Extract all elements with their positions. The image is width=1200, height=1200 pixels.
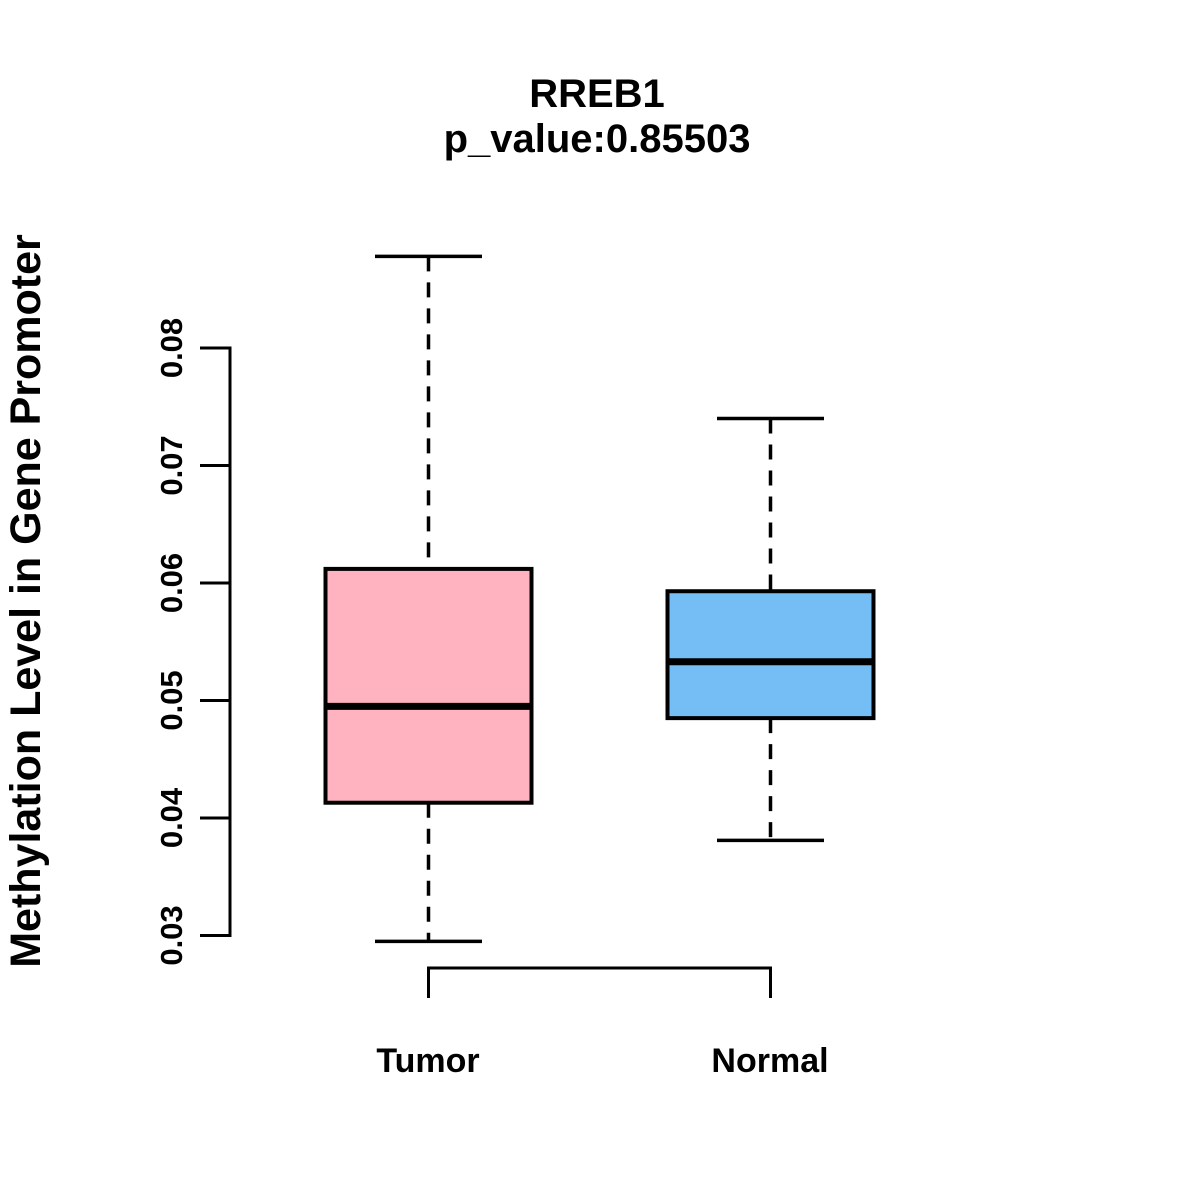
x-category-label-normal: Normal [711, 1042, 828, 1080]
tumor-box [323, 566, 534, 805]
y-axis-tick-label: 0.03 [154, 905, 189, 965]
chart-subtitle: p_value:0.85503 [444, 117, 751, 161]
x-axis-bracket [427, 966, 772, 998]
y-axis-tick-label: 0.07 [154, 435, 189, 495]
y-axis-label: Methylation Level in Gene Promoter [2, 234, 50, 968]
y-axis-tick-label: 0.05 [154, 670, 189, 730]
plot-area: 0.03 0.04 0.05 0.06 0.07 0.08 [154, 254, 876, 998]
y-axis-tick-label: 0.08 [154, 318, 189, 378]
chart-title: RREB1 [529, 72, 665, 116]
y-axis-tick-label: 0.06 [154, 553, 189, 613]
x-category-label-tumor: Tumor [376, 1042, 479, 1080]
normal-box [665, 589, 876, 721]
y-axis-tick-label: 0.04 [154, 787, 189, 848]
